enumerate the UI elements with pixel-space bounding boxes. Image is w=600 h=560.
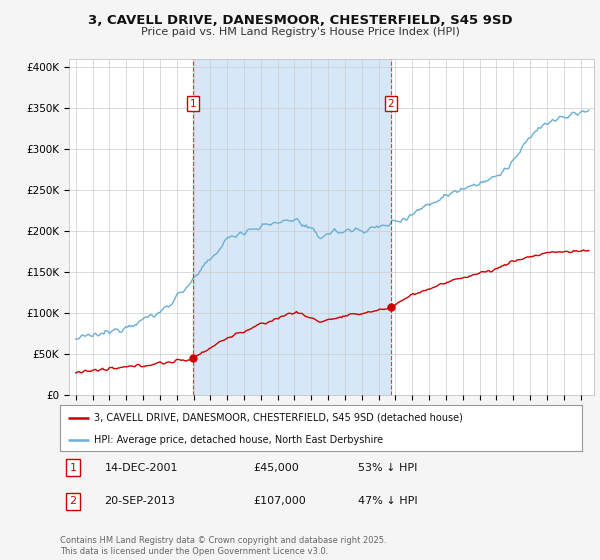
Text: HPI: Average price, detached house, North East Derbyshire: HPI: Average price, detached house, Nort… bbox=[94, 435, 383, 445]
Text: 2: 2 bbox=[388, 99, 394, 109]
Text: £45,000: £45,000 bbox=[253, 463, 299, 473]
Bar bbox=[193, 59, 391, 395]
Text: 1: 1 bbox=[70, 463, 77, 473]
Text: Price paid vs. HM Land Registry's House Price Index (HPI): Price paid vs. HM Land Registry's House … bbox=[140, 27, 460, 37]
Text: 20-SEP-2013: 20-SEP-2013 bbox=[104, 496, 175, 506]
Text: 1: 1 bbox=[190, 99, 196, 109]
Text: 47% ↓ HPI: 47% ↓ HPI bbox=[358, 496, 417, 506]
Text: 53% ↓ HPI: 53% ↓ HPI bbox=[358, 463, 417, 473]
Text: 14-DEC-2001: 14-DEC-2001 bbox=[104, 463, 178, 473]
Text: 3, CAVELL DRIVE, DANESMOOR, CHESTERFIELD, S45 9SD (detached house): 3, CAVELL DRIVE, DANESMOOR, CHESTERFIELD… bbox=[94, 413, 463, 423]
Text: 3, CAVELL DRIVE, DANESMOOR, CHESTERFIELD, S45 9SD: 3, CAVELL DRIVE, DANESMOOR, CHESTERFIELD… bbox=[88, 14, 512, 27]
Text: 2: 2 bbox=[70, 496, 77, 506]
Text: £107,000: £107,000 bbox=[253, 496, 306, 506]
Text: Contains HM Land Registry data © Crown copyright and database right 2025.
This d: Contains HM Land Registry data © Crown c… bbox=[60, 536, 386, 556]
